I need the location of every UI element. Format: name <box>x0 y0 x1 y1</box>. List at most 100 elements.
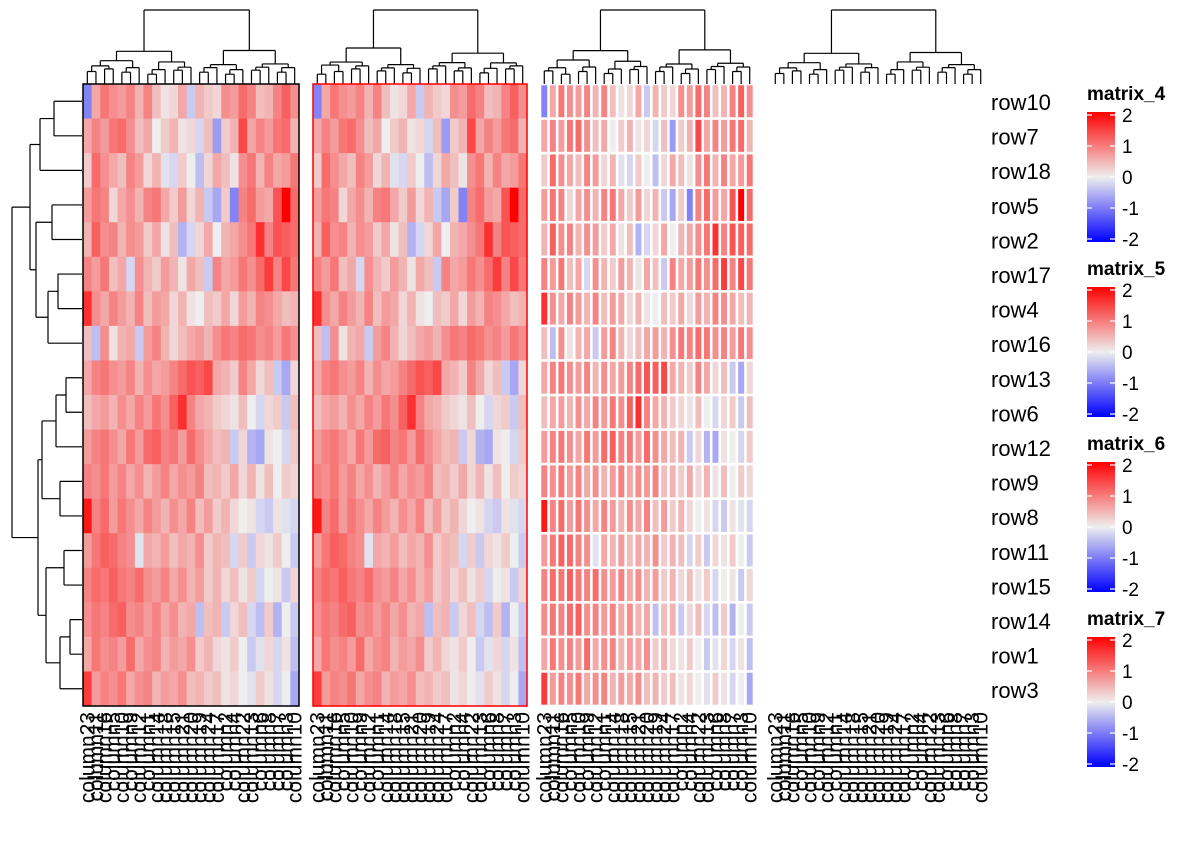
heatmap-cell <box>229 256 240 292</box>
heatmap-cell <box>212 84 222 120</box>
heatmap-cell <box>255 602 266 638</box>
heatmap-cell <box>678 223 685 256</box>
heatmap-cell <box>626 154 633 187</box>
column-labels: column23column11column16column5column10c… <box>76 712 992 803</box>
heatmap-cell <box>441 118 451 154</box>
heatmap-cell <box>566 361 573 394</box>
legend-tick-label: 1 <box>1122 312 1133 333</box>
heatmap-cell <box>364 567 374 603</box>
heatmap-cell <box>152 325 162 362</box>
heatmap-cell <box>669 154 676 187</box>
heatmap-cell <box>652 119 659 152</box>
column-label: column15 <box>850 712 873 803</box>
heatmap-cell <box>626 638 633 671</box>
heatmap-cell <box>644 396 650 429</box>
heatmap-cell <box>143 395 153 431</box>
heatmap-cell <box>669 119 676 152</box>
heatmap-cell <box>117 567 127 603</box>
heatmap-cell <box>424 498 434 534</box>
heatmap-cell <box>441 671 451 707</box>
heatmap-cell <box>330 84 340 120</box>
heatmap-cell <box>255 636 266 673</box>
heatmap-cell <box>338 222 348 258</box>
heatmap-cell <box>83 429 93 465</box>
heatmap-cell <box>355 325 365 362</box>
legend-tick-label: -1 <box>1122 549 1139 570</box>
column-label: column20 <box>180 712 203 803</box>
heatmap-cell <box>281 498 291 534</box>
heatmap-cell <box>160 429 170 465</box>
heatmap-cell <box>255 84 266 120</box>
heatmap-cell <box>264 671 274 707</box>
heatmap-cell <box>721 361 728 394</box>
heatmap-cell <box>686 292 693 325</box>
heatmap-cell <box>449 636 460 673</box>
heatmap-cell <box>338 360 348 396</box>
heatmap-cell <box>669 499 676 532</box>
heatmap-cell <box>273 602 283 638</box>
column-label: column7 <box>722 712 745 791</box>
heatmap-cell <box>273 256 283 292</box>
heatmap-cell <box>178 118 188 154</box>
heatmap-cell <box>686 603 693 636</box>
heatmap-cell <box>686 119 693 152</box>
heatmap-cell <box>424 360 434 396</box>
heatmap-cell <box>549 292 556 325</box>
heatmap-cell <box>618 396 625 429</box>
heatmap-cell <box>738 292 745 325</box>
heatmap-cell <box>738 603 745 636</box>
heatmap-cell <box>746 85 753 118</box>
heatmap-cell <box>143 291 153 327</box>
heatmap-cell <box>398 636 408 673</box>
heatmap-cell <box>398 291 408 327</box>
heatmap-cell <box>652 396 659 429</box>
heatmap-cell <box>729 603 736 636</box>
heatmap-cell <box>321 636 331 673</box>
heatmap-cell <box>347 256 357 292</box>
heatmap-cell <box>186 291 196 327</box>
heatmap-cell <box>458 222 468 258</box>
heatmap-cell <box>313 602 323 638</box>
heatmap-cell <box>195 429 205 465</box>
heatmap-cell <box>575 672 582 705</box>
heatmap-cell <box>264 187 274 223</box>
heatmap-cell <box>281 291 291 327</box>
heatmap-cell <box>372 118 383 154</box>
heatmap-cell <box>432 671 442 707</box>
heatmap-cell <box>738 465 745 498</box>
heatmap-cell <box>449 222 460 258</box>
legend-tick-label: 0 <box>1122 168 1133 189</box>
heatmap-cell <box>695 430 702 463</box>
heatmap-cell <box>695 361 702 394</box>
heatmap-cell <box>178 464 188 500</box>
heatmap-cell <box>518 291 528 327</box>
legend-tick-label: 1 <box>1122 487 1133 508</box>
heatmap-cell <box>407 567 417 603</box>
heatmap-cell <box>712 361 719 394</box>
heatmap-cell <box>290 325 300 362</box>
heatmap-cell <box>592 327 599 360</box>
heatmap-cell <box>143 671 153 707</box>
heatmap-cell <box>458 671 468 707</box>
heatmap-cell <box>91 567 101 603</box>
heatmap-cell <box>492 671 502 707</box>
heatmap-cell <box>695 499 702 532</box>
heatmap-cell <box>549 85 556 118</box>
heatmap-cell <box>575 569 582 602</box>
heatmap-cell <box>652 361 659 394</box>
heatmap-cell <box>566 603 573 636</box>
heatmap-cell <box>584 672 591 705</box>
heatmap-cell <box>407 602 417 638</box>
heatmap-cell <box>626 569 633 602</box>
heatmap-cell <box>584 154 591 187</box>
heatmap-cell <box>221 222 231 258</box>
heatmap-cell <box>549 396 556 429</box>
heatmap-cell <box>313 153 323 189</box>
heatmap-cell <box>566 499 573 532</box>
heatmap-cell <box>117 464 127 500</box>
column-label: column12 <box>816 712 839 803</box>
column-label: column12 <box>585 712 608 803</box>
heatmap-cell <box>441 567 451 603</box>
heatmap-cell <box>695 569 702 602</box>
heatmap-cell <box>247 153 257 189</box>
